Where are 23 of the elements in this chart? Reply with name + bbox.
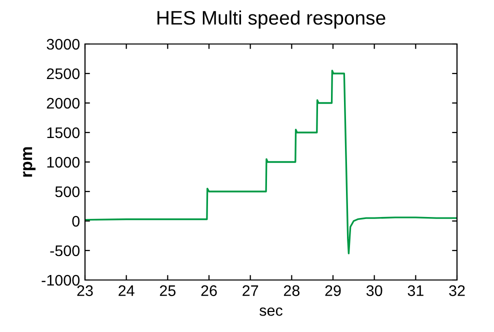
y-tick-label: 1000 bbox=[47, 156, 80, 168]
chart-title: HES Multi speed response bbox=[157, 10, 386, 29]
x-axis-title: sec bbox=[260, 308, 282, 316]
line-series bbox=[85, 70, 457, 254]
y-tick-label: 500 bbox=[55, 186, 80, 198]
x-tick-label: 29 bbox=[325, 285, 341, 296]
y-tick-label: 3000 bbox=[46, 38, 80, 50]
x-tick-label: 32 bbox=[449, 285, 465, 296]
x-tick-label: 31 bbox=[408, 285, 424, 296]
y-tick-label: 1500 bbox=[47, 127, 80, 138]
y-axis-title: rpm bbox=[23, 147, 36, 177]
x-tick-label: 26 bbox=[201, 285, 217, 296]
y-tick-label: -500 bbox=[50, 245, 80, 256]
y-tick-label: 2000 bbox=[46, 98, 80, 109]
y-tick-label: 2500 bbox=[46, 68, 80, 80]
x-tick-label: 27 bbox=[242, 285, 258, 296]
x-tick-label: 25 bbox=[160, 285, 176, 296]
x-tick-label: 24 bbox=[118, 285, 134, 296]
x-tick-label: 23 bbox=[77, 285, 93, 296]
y-tick-label: -1000 bbox=[42, 274, 80, 286]
y-tick-label: 0 bbox=[72, 216, 80, 227]
x-tick-label: 28 bbox=[284, 285, 300, 296]
x-tick-label: 30 bbox=[366, 285, 382, 296]
